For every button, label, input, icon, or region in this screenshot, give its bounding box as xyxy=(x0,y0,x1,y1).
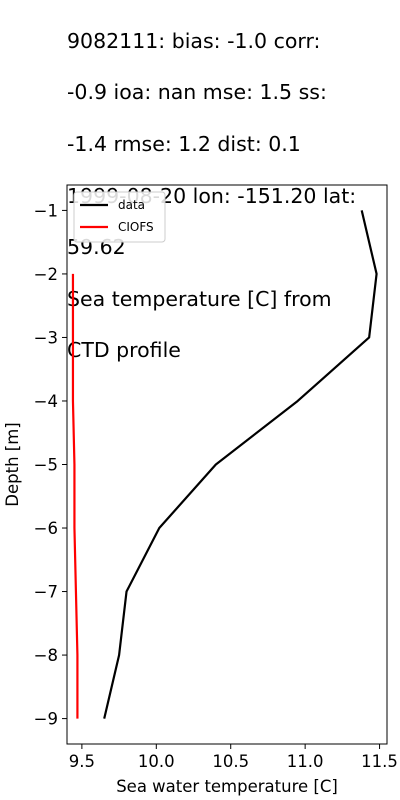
series-line-data xyxy=(103,210,378,719)
x-axis-label: Sea water temperature [C] xyxy=(116,777,338,796)
legend-label-data: data xyxy=(118,198,145,212)
title-line: -0.9 ioa: nan mse: 1.5 ss: xyxy=(67,80,327,105)
y-tick-label: −7 xyxy=(34,583,58,602)
y-tick-label: −8 xyxy=(34,646,58,665)
y-tick-label: −3 xyxy=(34,328,58,347)
title-line: Sea temperature [C] from xyxy=(67,286,332,311)
x-tick-label: 11.5 xyxy=(361,752,398,771)
legend-label-CIOFS: CIOFS xyxy=(118,220,154,234)
x-tick-label: 10.5 xyxy=(212,752,249,771)
y-axis: −1 −2 −3 −4 −5 −6 −7 −8 −9 xyxy=(34,201,67,729)
series-layer xyxy=(71,210,378,719)
y-tick-label: −4 xyxy=(34,392,58,411)
chart-title: 9082111: bias: -1.0 corr: -0.9 ioa: nan … xyxy=(67,3,397,390)
y-tick-label: −6 xyxy=(34,519,58,538)
title-line: -1.4 rmse: 1.2 dist: 0.1 xyxy=(67,131,301,156)
y-axis-label: Depth [m] xyxy=(3,422,22,506)
title-line: CTD profile xyxy=(67,338,181,363)
y-tick-label: −1 xyxy=(34,201,58,220)
y-tick-label: −2 xyxy=(34,265,58,284)
plot-frame xyxy=(66,184,388,745)
x-tick-label: 9.5 xyxy=(69,752,95,771)
y-tick-label: −5 xyxy=(34,456,58,475)
x-tick-label: 10.0 xyxy=(138,752,175,771)
x-tick-label: 11.0 xyxy=(287,752,324,771)
legend: data CIOFS xyxy=(73,191,166,243)
series-line-CIOFS xyxy=(71,273,79,719)
title-line: 9082111: bias: -1.0 corr: xyxy=(67,28,321,53)
x-axis: 9.5 10.0 10.5 11.0 11.5 xyxy=(69,744,398,771)
y-tick-label: −9 xyxy=(34,710,58,729)
